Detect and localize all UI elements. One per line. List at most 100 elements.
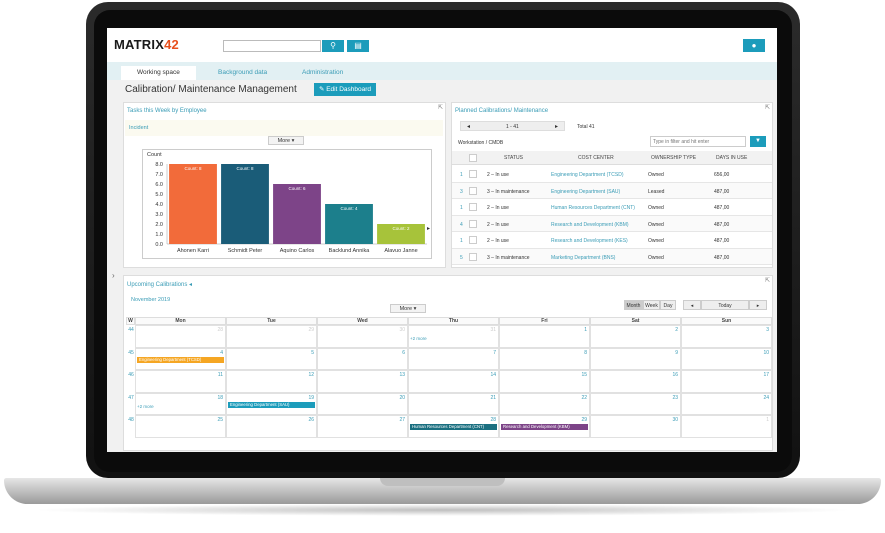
resize-icon[interactable]: ⇱: [437, 105, 443, 111]
calendar-day-cell[interactable]: 3: [681, 325, 772, 348]
row-number: 1: [460, 238, 463, 244]
filter-button[interactable]: ▼: [750, 136, 766, 147]
view-week-button[interactable]: Week: [643, 300, 660, 310]
calendar-day-cell[interactable]: 24: [681, 392, 772, 415]
col-cost-center[interactable]: COST CENTER: [578, 155, 614, 161]
week-number[interactable]: 45: [128, 349, 134, 356]
row-checkbox[interactable]: [469, 219, 477, 228]
calendar-day-cell[interactable]: 23: [590, 392, 681, 415]
row-cost-center[interactable]: Engineering Department (SAU): [551, 188, 621, 195]
edit-dashboard-button[interactable]: ✎ Edit Dashboard: [314, 83, 376, 96]
calendar-day-cell[interactable]: 27: [317, 415, 408, 438]
calendar-day-cell[interactable]: 9: [590, 347, 681, 370]
calendar-date: 25: [217, 417, 223, 423]
col-ownership[interactable]: OWNERSHIP TYPE: [651, 155, 697, 161]
calendar-day-cell[interactable]: 22: [499, 392, 590, 415]
calendar-event[interactable]: Engineering Department (TCSD): [137, 356, 224, 363]
table-row[interactable]: 3 3 – In maintenance Engineering Departmen…: [452, 182, 772, 199]
user-button[interactable]: ●: [743, 39, 765, 52]
week-number[interactable]: 44: [128, 327, 134, 333]
row-number: 1: [460, 172, 463, 178]
week-number[interactable]: 48: [128, 417, 134, 423]
calendar-day-cell[interactable]: 18: [135, 392, 226, 415]
tasks-more-button[interactable]: More ▾: [268, 136, 304, 145]
row-checkbox[interactable]: [469, 186, 477, 195]
table-row[interactable]: 1 2 – In use Research and Development (KES…: [452, 232, 772, 249]
table-row[interactable]: 1 2 – In use Engineering Department (TCSD)…: [452, 166, 772, 183]
calendar-day-cell[interactable]: 21: [408, 392, 499, 415]
row-checkbox[interactable]: [469, 236, 477, 244]
calendar-prev-button[interactable]: ◂: [683, 300, 701, 310]
search-input[interactable]: [223, 40, 321, 52]
tab-administration[interactable]: Administration: [302, 69, 344, 76]
calendar-day-cell[interactable]: 17: [681, 370, 772, 393]
sidebar-expand-icon[interactable]: ›: [112, 271, 115, 280]
calendar-day-cell[interactable]: 1: [499, 325, 590, 348]
row-checkbox[interactable]: [469, 203, 477, 211]
table-row[interactable]: 5 3 – In maintenance Marketing Department …: [452, 248, 772, 265]
calendar-date: 8: [584, 349, 587, 356]
calendar-day-cell[interactable]: 30: [590, 415, 681, 438]
calendar-event[interactable]: Human Resources Department (CNT): [410, 424, 497, 430]
collapse-icon[interactable]: ◂: [189, 282, 193, 288]
select-all-checkbox[interactable]: [469, 154, 477, 162]
calendar-day-cell[interactable]: 14: [408, 370, 499, 393]
chart-bar: [325, 204, 373, 244]
pager-next-icon[interactable]: ▸: [554, 124, 558, 130]
calendar-day-cell[interactable]: 6: [317, 347, 408, 370]
row-cost-center[interactable]: Research and Development (KES): [551, 238, 628, 244]
row-checkbox[interactable]: [469, 170, 477, 178]
week-number[interactable]: 46: [128, 372, 134, 378]
tab-background-data[interactable]: Background data: [218, 69, 268, 76]
row-cost-center[interactable]: Research and Development (KBM): [551, 221, 629, 228]
resize-icon[interactable]: ⇱: [764, 278, 770, 284]
search-button[interactable]: ⚲: [322, 40, 344, 52]
table-row[interactable]: 1 2 – In use Human Resources Department (C…: [452, 199, 772, 216]
pencil-icon: ✎: [318, 86, 327, 93]
calendar-date: 16: [672, 372, 678, 378]
tab-working-space[interactable]: Working space: [121, 66, 196, 80]
calendar-more-button[interactable]: More ▾: [390, 304, 426, 313]
col-status[interactable]: STATUS: [504, 155, 523, 161]
view-day-button[interactable]: Day: [660, 300, 676, 310]
calendar-day-cell[interactable]: 5: [226, 347, 317, 370]
pager-prev-icon[interactable]: ◂: [467, 124, 471, 130]
cart-button[interactable]: ▤: [347, 40, 369, 52]
filter-input[interactable]: [650, 136, 746, 147]
calendar-day-cell[interactable]: 10: [681, 347, 772, 370]
calendar-event[interactable]: Research and Development (KBM): [501, 424, 588, 430]
calendar-day-cell[interactable]: 2: [590, 325, 681, 348]
view-month-button[interactable]: Month: [624, 300, 643, 310]
calendar-day-cell[interactable]: 20: [317, 392, 408, 415]
day-header: Fri: [499, 317, 590, 325]
row-cost-center[interactable]: Marketing Department (BNS): [551, 254, 616, 261]
calendar-day-cell[interactable]: 25: [135, 415, 226, 438]
calendar-day-cell[interactable]: 1: [681, 415, 772, 438]
calendar-day-cell[interactable]: 12: [226, 370, 317, 393]
row-cost-center[interactable]: Engineering Department (TCSD): [551, 172, 624, 178]
row-cost-center[interactable]: Human Resources Department (CNT): [551, 205, 635, 211]
more-events-link[interactable]: +2 more: [410, 336, 427, 341]
col-days[interactable]: DAYS IN USE: [716, 155, 748, 161]
calendar-day-cell[interactable]: 15: [499, 370, 590, 393]
calendar-day-cell[interactable]: 13: [317, 370, 408, 393]
calendar-day-cell[interactable]: 28: [135, 325, 226, 348]
calendar-day-cell[interactable]: 16: [590, 370, 681, 393]
calendar-day-cell[interactable]: 26: [226, 415, 317, 438]
matrix42-logo[interactable]: MATRIX42: [114, 37, 179, 52]
calendar-event[interactable]: Engineering Department (SAU): [228, 401, 315, 408]
resize-icon[interactable]: ⇱: [764, 105, 770, 111]
today-button[interactable]: Today: [701, 300, 749, 310]
calendar-day-cell[interactable]: 8: [499, 347, 590, 370]
calendar-next-button[interactable]: ▸: [749, 300, 767, 310]
calendar-day-cell[interactable]: 31: [408, 325, 499, 348]
week-number[interactable]: 47: [128, 394, 134, 401]
calendar-day-cell[interactable]: 7: [408, 347, 499, 370]
calendar-day-cell[interactable]: 29: [226, 325, 317, 348]
more-events-link[interactable]: +2 more: [137, 403, 154, 409]
row-checkbox[interactable]: [469, 252, 477, 261]
calendar-day-cell[interactable]: 30: [317, 325, 408, 348]
table-row[interactable]: 4 2 – In use Research and Development (KBM…: [452, 215, 772, 232]
calendar-day-cell[interactable]: 11: [135, 370, 226, 393]
planned-panel-title: Planned Calibrations/ Maintenance: [455, 108, 549, 114]
